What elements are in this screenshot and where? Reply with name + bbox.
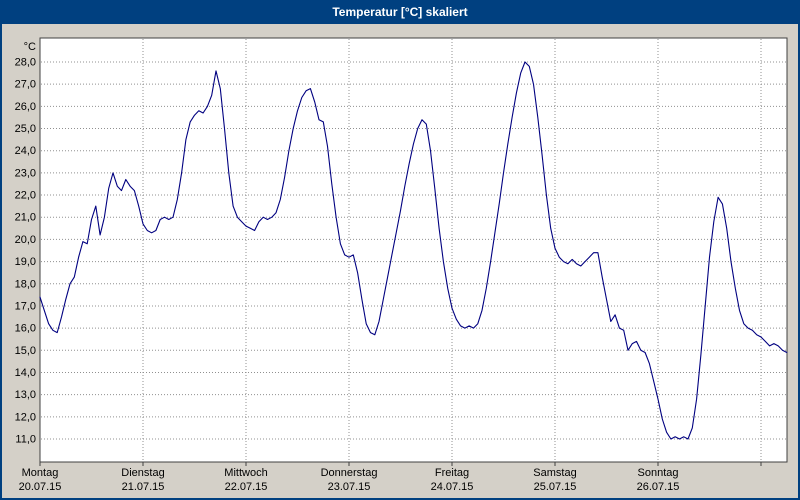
svg-text:Sonntag: Sonntag xyxy=(638,467,679,479)
svg-text:21,0: 21,0 xyxy=(15,212,36,224)
svg-text:Montag: Montag xyxy=(22,467,59,479)
svg-text:25.07.15: 25.07.15 xyxy=(534,481,577,493)
svg-text:Dienstag: Dienstag xyxy=(121,467,164,479)
svg-text:Mittwoch: Mittwoch xyxy=(224,467,267,479)
svg-text:11,0: 11,0 xyxy=(15,434,36,446)
title-bar: Temperatur [°C] skaliert xyxy=(0,0,800,24)
temperature-series-line xyxy=(39,61,788,440)
svg-text:13,0: 13,0 xyxy=(15,389,36,401)
svg-text:24,0: 24,0 xyxy=(15,145,36,157)
svg-text:23.07.15: 23.07.15 xyxy=(328,481,371,493)
svg-text:22.07.15: 22.07.15 xyxy=(225,481,268,493)
svg-text:19,0: 19,0 xyxy=(15,256,36,268)
svg-text:15,0: 15,0 xyxy=(15,345,36,357)
svg-text:22,0: 22,0 xyxy=(15,190,36,202)
svg-text:Samstag: Samstag xyxy=(533,467,576,479)
svg-text:20,0: 20,0 xyxy=(15,234,36,246)
svg-text:27,0: 27,0 xyxy=(15,79,36,91)
svg-text:23,0: 23,0 xyxy=(15,167,36,179)
svg-text:24.07.15: 24.07.15 xyxy=(431,481,474,493)
svg-text:18,0: 18,0 xyxy=(15,278,36,290)
svg-text:Freitag: Freitag xyxy=(435,467,469,479)
svg-text:21.07.15: 21.07.15 xyxy=(122,481,165,493)
svg-text:17,0: 17,0 xyxy=(15,300,36,312)
svg-text:20.07.15: 20.07.15 xyxy=(19,481,62,493)
svg-text:Donnerstag: Donnerstag xyxy=(321,467,378,479)
svg-text:16,0: 16,0 xyxy=(15,323,36,335)
svg-text:12,0: 12,0 xyxy=(15,411,36,423)
window-title: Temperatur [°C] skaliert xyxy=(332,5,468,19)
svg-text:26.07.15: 26.07.15 xyxy=(637,481,680,493)
svg-text:°C: °C xyxy=(24,41,36,53)
svg-text:28,0: 28,0 xyxy=(15,57,36,69)
svg-text:25,0: 25,0 xyxy=(15,123,36,135)
svg-text:14,0: 14,0 xyxy=(15,367,36,379)
svg-text:26,0: 26,0 xyxy=(15,101,36,113)
